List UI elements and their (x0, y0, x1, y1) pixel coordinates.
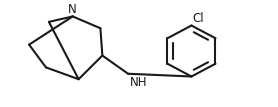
Text: N: N (68, 2, 77, 16)
Text: Cl: Cl (192, 12, 204, 25)
Text: NH: NH (130, 77, 148, 89)
